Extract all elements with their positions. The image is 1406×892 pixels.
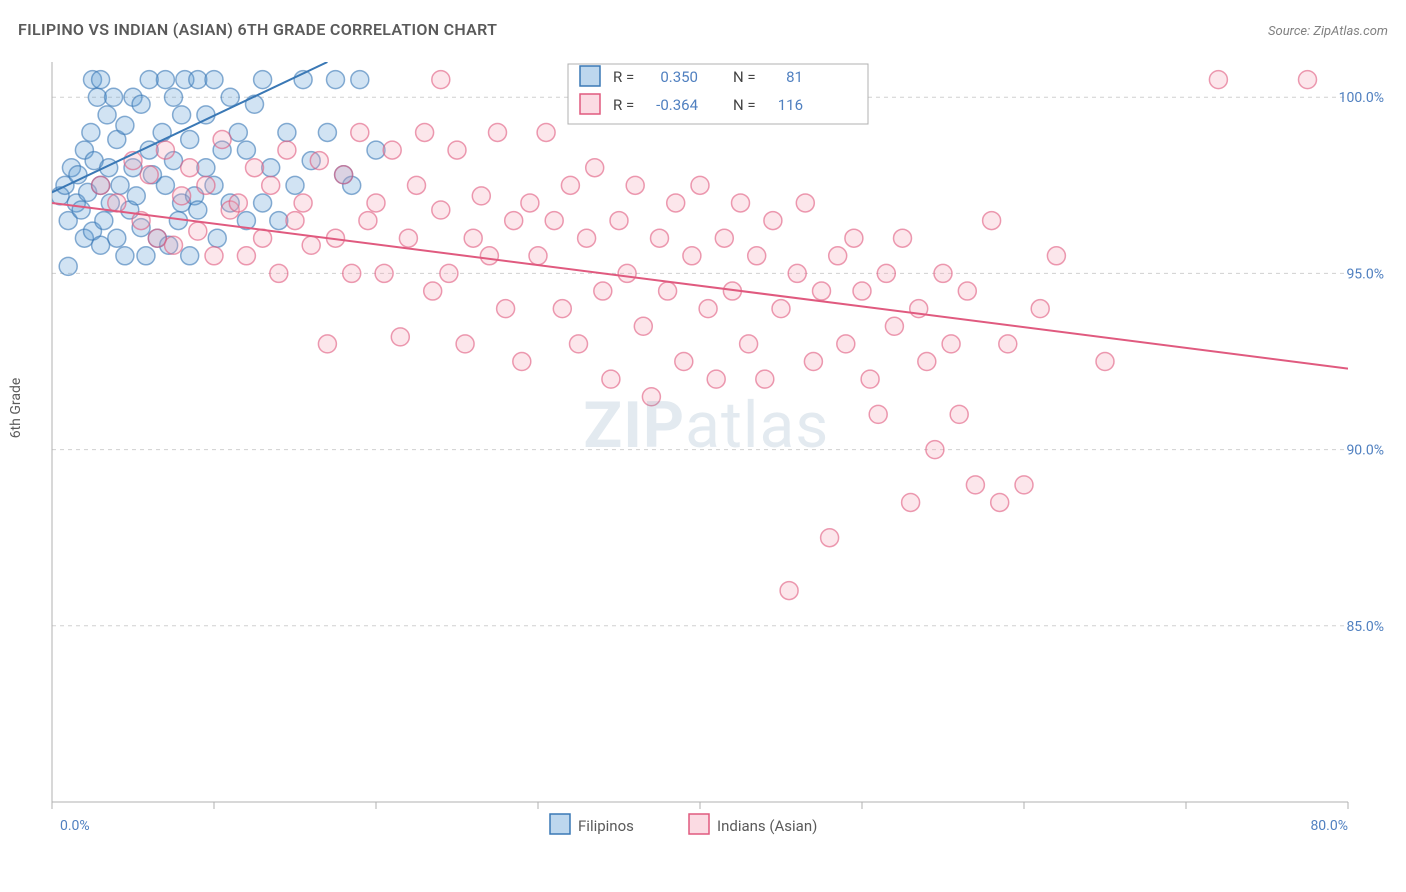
- scatter-chart: 85.0% 90.0% 95.0% 100.0% 0.0% 80.0% R = 0.350 N …: [48, 56, 1388, 846]
- svg-text:0.350: 0.350: [660, 68, 698, 86]
- svg-text:0.0%: 0.0%: [60, 818, 90, 834]
- source-attribution: Source: ZipAtlas.com: [1268, 24, 1388, 39]
- svg-text:-0.364: -0.364: [656, 96, 698, 114]
- svg-text:R =: R =: [613, 68, 634, 86]
- chart-container: 85.0% 90.0% 95.0% 100.0% 0.0% 80.0% R = 0.350 N …: [48, 56, 1388, 846]
- y-axis-label: 6th Grade: [8, 378, 24, 439]
- svg-text:N =: N =: [733, 68, 756, 86]
- svg-text:100.0%: 100.0%: [1339, 90, 1384, 106]
- svg-text:80.0%: 80.0%: [1310, 818, 1348, 834]
- svg-text:116: 116: [778, 96, 803, 114]
- svg-text:R =: R =: [613, 96, 634, 114]
- svg-text:N =: N =: [733, 96, 756, 114]
- svg-text:95.0%: 95.0%: [1346, 266, 1384, 282]
- svg-text:81: 81: [786, 68, 803, 86]
- chart-title: FILIPINO VS INDIAN (ASIAN) 6TH GRADE COR…: [18, 20, 497, 39]
- svg-text:Filipinos: Filipinos: [578, 817, 634, 835]
- svg-text:Indians (Asian): Indians (Asian): [717, 817, 817, 835]
- svg-text:85.0%: 85.0%: [1346, 619, 1384, 635]
- svg-text:90.0%: 90.0%: [1346, 443, 1384, 459]
